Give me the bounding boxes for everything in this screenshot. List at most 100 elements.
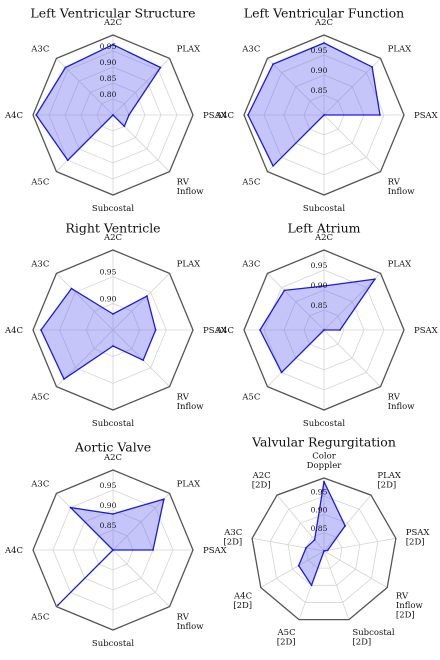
radar-chart-4: Left Atrium 0.85 0.90 0.95 A2C PLAX PSAX RV Infl…: [215, 221, 439, 430]
axis-label: Subcostal: [92, 204, 134, 214]
axis-label: A2C: [103, 233, 122, 243]
data-point: [112, 313, 114, 315]
chart-title: Left Atrium: [287, 221, 360, 236]
data-point: [146, 295, 148, 297]
grid-spoke: [323, 114, 381, 172]
axis-label: A4C: [4, 111, 23, 121]
data-point: [323, 42, 325, 44]
radar-chart-3: Right Ventricle 0.90 0.95 A2C PLAX PSAX RV Infl…: [4, 221, 228, 430]
axis-label: A4C [2D]: [233, 592, 252, 612]
grid-spoke: [112, 329, 170, 387]
data-point: [326, 549, 329, 552]
grid-spoke: [323, 494, 372, 552]
tick-label: 0.80: [100, 90, 117, 99]
outer-frame: [243, 249, 405, 411]
tick-label: 0.85: [311, 301, 328, 310]
axis-label: Subcostal: [303, 419, 345, 429]
tick-label: 0.90: [311, 506, 328, 515]
grid-ring: [287, 514, 361, 586]
data-point: [305, 546, 307, 549]
axis-label: PSAX: [414, 326, 439, 336]
grid-spoke: [323, 550, 350, 620]
axis-label: Subcostal: [92, 639, 134, 649]
data-point: [123, 125, 126, 128]
grid-spoke: [267, 273, 325, 331]
axis-label: Subcostal: [303, 204, 345, 214]
axis-label: RV Inflow [2D]: [396, 592, 424, 621]
data-point: [272, 63, 274, 65]
axis-label: A4C: [4, 326, 23, 336]
data-point: [339, 329, 341, 331]
grid-ring: [305, 532, 343, 569]
grid-spoke: [276, 494, 325, 552]
data-point: [56, 604, 59, 607]
grid-spoke: [252, 537, 325, 552]
series-area: [259, 278, 376, 374]
grid-spoke: [260, 550, 325, 588]
axis-label: A2C [2D]: [252, 471, 271, 491]
data-point: [70, 287, 73, 290]
axis-label: A5C: [30, 178, 49, 188]
data-point: [247, 114, 249, 116]
grid-spoke: [323, 58, 381, 116]
data-point: [154, 329, 157, 331]
data-point: [374, 278, 376, 280]
axis-label: A3C: [30, 44, 49, 54]
data-point: [323, 285, 325, 287]
data-point: [112, 345, 114, 347]
radar-chart-1: Left Ventricular Structure 0.80 0.85 0.90 0.…: [4, 6, 228, 215]
data-point: [64, 66, 67, 69]
tick-label: 0.95: [100, 481, 117, 490]
tick-label: 0.90: [100, 294, 117, 303]
axis-label: RV Inflow: [388, 393, 416, 413]
radar-chart-6: Valvular Regurgitation 0.85 0.90 0.95 Color D…: [223, 435, 430, 648]
axis-label: A3C: [30, 259, 49, 269]
data-point: [371, 66, 373, 68]
grid-spoke: [112, 493, 170, 551]
axis-label: A2C: [314, 233, 333, 243]
axis-label: RV Inflow: [177, 613, 205, 633]
axis-label: A2C: [103, 18, 122, 28]
data-point: [128, 114, 130, 116]
grid-spoke: [323, 273, 381, 331]
series-area: [298, 480, 346, 586]
axis-label: PLAX: [177, 259, 202, 269]
data-point: [323, 329, 325, 331]
axis-label: A5C [2D]: [277, 628, 296, 648]
data-point: [297, 564, 300, 567]
tick-label: 0.95: [100, 268, 117, 277]
axis-label: A4C: [4, 546, 23, 556]
data-point: [163, 498, 165, 500]
axis-label: A3C: [241, 259, 260, 269]
series-area: [57, 498, 165, 606]
data-point: [142, 359, 145, 362]
outer-frame: [243, 34, 405, 196]
outer-frame: [32, 469, 194, 631]
data-point: [112, 513, 114, 515]
outer-frame: [251, 477, 397, 621]
axis-label: A3C [2D]: [223, 528, 242, 548]
grid-spoke: [56, 273, 114, 331]
grid-spoke: [323, 537, 396, 552]
data-point: [35, 114, 38, 116]
radar-chart-2: Left Ventricular Function 0.85 0.90 0.95 A2C…: [215, 6, 439, 215]
axis-label: Subcostal: [92, 419, 134, 429]
axis-label: RV Inflow: [177, 178, 205, 198]
chart-title: Left Ventricular Function: [244, 6, 404, 21]
data-point: [112, 549, 114, 551]
data-point: [283, 289, 286, 292]
grid-spoke: [112, 549, 170, 607]
axis-label: A5C: [241, 178, 260, 188]
axis-label: PLAX: [177, 44, 202, 54]
axis-label: PLAX [2D]: [377, 471, 402, 491]
data-point: [379, 114, 381, 116]
axis-label: PSAX: [203, 111, 228, 121]
outer-frame: [32, 34, 194, 196]
tick-label: 0.95: [100, 42, 117, 51]
axis-label: A5C: [30, 393, 49, 403]
series-area: [40, 287, 157, 380]
tick-label: 0.90: [311, 281, 328, 290]
grid-spoke: [112, 273, 170, 331]
tick-label: 0.95: [311, 487, 328, 496]
